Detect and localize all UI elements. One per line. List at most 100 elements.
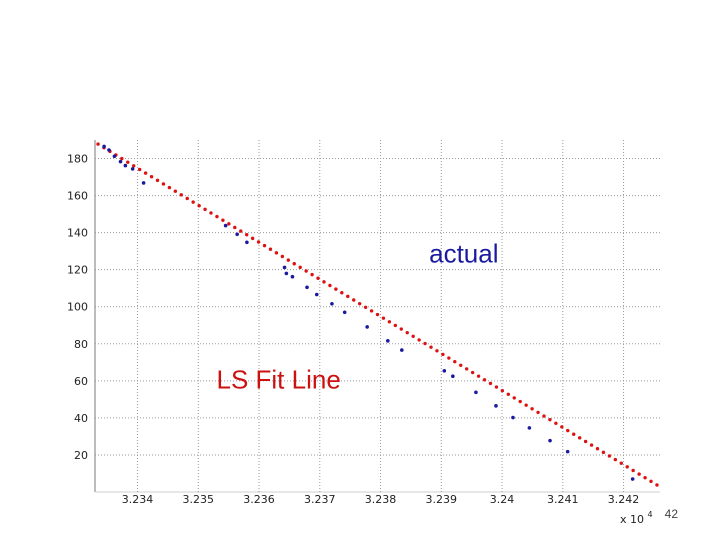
- fit-point: [441, 352, 445, 357]
- fit-point: [334, 287, 338, 291]
- fit-point: [292, 262, 296, 266]
- fit-point: [340, 291, 344, 295]
- fit-point: [137, 167, 142, 172]
- fit-point: [286, 258, 291, 262]
- fit-point: [197, 204, 201, 208]
- y-axis-ticks: 20 40 60 80 100 120 140 160 180: [67, 153, 88, 462]
- x-tick-label: 3.234: [122, 493, 154, 506]
- x-axis-multiplier: x 10 4: [620, 510, 653, 526]
- fit-point: [316, 276, 320, 280]
- fit-point: [256, 240, 261, 244]
- fit-point: [518, 399, 522, 404]
- fit-point: [613, 457, 618, 462]
- actual-point: [112, 154, 117, 159]
- fit-point: [143, 171, 148, 175]
- fit-point: [488, 381, 493, 386]
- fit-point: [173, 189, 178, 193]
- x-axis-ticks: 3.234 3.235 3.236 3.237 3.238 3.239 3.24 3.241 3…: [122, 493, 640, 506]
- fit-point: [631, 468, 635, 473]
- fit-point: [280, 254, 285, 259]
- series-fit-points: [96, 142, 659, 487]
- fit-point: [185, 196, 189, 201]
- fit-point: [149, 175, 154, 179]
- actual-point: [630, 477, 635, 481]
- actual-point: [284, 271, 289, 276]
- y-tick-label: 160: [67, 190, 88, 203]
- actual-point: [235, 232, 239, 237]
- fit-point: [369, 309, 374, 313]
- fit-point: [506, 392, 511, 396]
- fit-point: [548, 417, 552, 422]
- actual-point: [330, 301, 334, 306]
- fit-point: [328, 283, 332, 288]
- x-tick-label: 3.242: [608, 493, 640, 506]
- fit-point: [643, 476, 647, 480]
- actual-point: [141, 181, 146, 185]
- fit-point: [203, 207, 207, 212]
- actual-point: [102, 144, 106, 149]
- fit-point: [435, 349, 439, 353]
- fit-point: [161, 182, 166, 186]
- actual-point: [118, 159, 123, 164]
- actual-point: [365, 325, 369, 329]
- fit-point: [393, 323, 398, 328]
- series-actual-points: [102, 144, 635, 481]
- fit-point: [595, 446, 600, 451]
- actual-point: [565, 449, 570, 454]
- fit-point: [244, 233, 249, 237]
- fit-point: [262, 243, 267, 248]
- fit-point: [209, 211, 213, 215]
- y-tick-label: 100: [67, 301, 88, 314]
- fit-point: [572, 432, 576, 436]
- fit-point: [447, 356, 451, 360]
- fit-point: [274, 251, 279, 255]
- actual-point: [527, 426, 532, 430]
- actual-point: [548, 438, 552, 443]
- fit-point: [470, 370, 475, 375]
- fit-point: [625, 465, 629, 469]
- fit-point: [417, 338, 421, 342]
- x-tick-label: 3.241: [547, 493, 579, 506]
- actual-point: [314, 292, 319, 297]
- actual-point: [400, 348, 404, 352]
- x-tick-label: 3.238: [365, 493, 397, 506]
- fit-point: [132, 164, 136, 168]
- fit-point: [411, 334, 415, 338]
- y-tick-label: 80: [74, 338, 88, 351]
- fit-point: [494, 385, 499, 389]
- y-tick-label: 140: [67, 227, 88, 240]
- x-tick-label: 3.24: [490, 493, 515, 506]
- fit-point: [453, 359, 457, 364]
- x-axis-multiplier-base: x 10: [620, 513, 644, 526]
- fit-point: [215, 214, 219, 219]
- fit-point: [637, 472, 641, 476]
- actual-point: [442, 369, 447, 373]
- fit-point: [524, 403, 528, 407]
- y-tick-label: 40: [74, 412, 88, 425]
- actual-point: [223, 223, 228, 228]
- fit-point: [482, 378, 487, 382]
- fit-point: [363, 305, 368, 309]
- y-tick-label: 120: [67, 264, 88, 277]
- y-tick-label: 60: [74, 375, 88, 388]
- fit-point: [239, 229, 243, 233]
- annotation-ls-fit-line: LS Fit Line: [217, 364, 341, 394]
- fit-point: [619, 461, 623, 465]
- fit-point: [423, 341, 427, 346]
- fit-point: [191, 200, 195, 204]
- actual-point: [305, 285, 309, 290]
- fit-point: [476, 374, 481, 378]
- y-tick-label: 20: [74, 449, 88, 462]
- fit-point: [250, 236, 255, 241]
- fit-point: [310, 272, 314, 277]
- fit-point: [577, 436, 582, 440]
- x-tick-label: 3.236: [243, 493, 275, 506]
- fit-point: [536, 410, 540, 415]
- plot-area: [94, 140, 660, 493]
- fit-point: [560, 425, 564, 429]
- fit-point: [649, 479, 653, 484]
- fit-point: [512, 396, 516, 400]
- x-tick-label: 3.235: [183, 493, 215, 506]
- actual-point: [451, 374, 455, 379]
- fit-point: [268, 247, 273, 251]
